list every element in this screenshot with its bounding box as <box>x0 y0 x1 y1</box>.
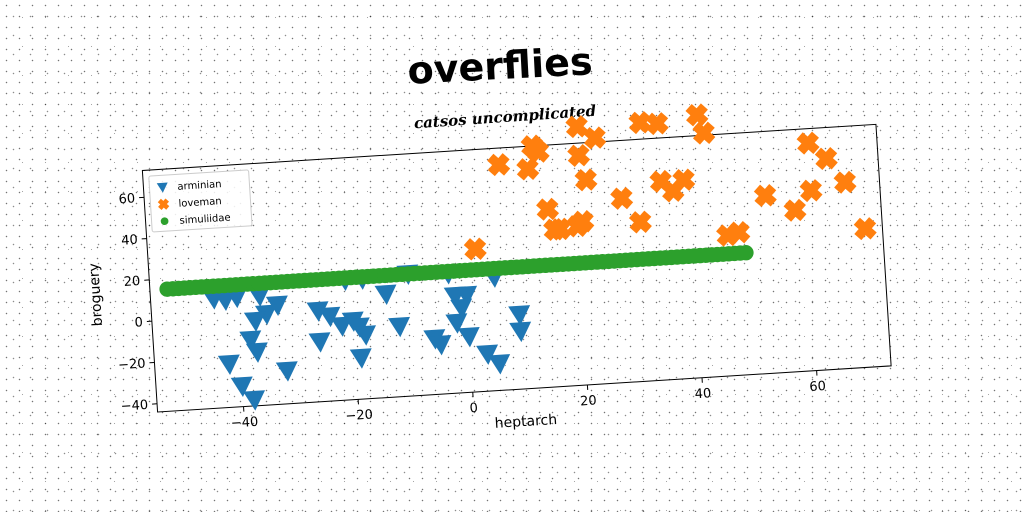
data-point-loveman <box>833 170 857 194</box>
data-point-loveman <box>628 210 652 234</box>
x-tick-label: 60 <box>809 379 826 395</box>
data-point-arminian <box>243 311 266 332</box>
y-tick-label: 0 <box>134 315 143 330</box>
data-point-loveman <box>567 143 591 167</box>
x-axis-label: heptarch <box>494 412 557 432</box>
series-loveman <box>463 103 877 261</box>
data-point-loveman <box>463 237 487 261</box>
data-point-arminian <box>457 326 480 348</box>
x-tick-label: −40 <box>230 415 258 432</box>
data-point-loveman <box>516 157 540 181</box>
data-marks <box>159 103 877 411</box>
data-point-loveman <box>692 121 716 145</box>
data-point-arminian <box>509 321 532 343</box>
legend-marker-loveman <box>157 198 170 210</box>
legend-item: arminian <box>156 179 222 193</box>
y-tick-label: −40 <box>120 398 148 415</box>
x-tick-label: 20 <box>580 393 597 409</box>
legend-marker-arminian <box>156 182 168 193</box>
data-point-loveman <box>814 147 838 171</box>
data-point-loveman <box>574 168 598 192</box>
data-point-arminian <box>243 390 266 411</box>
legend-item: simuliidae <box>160 213 231 227</box>
legend-marker-simuliidae <box>160 217 169 226</box>
legend-label: arminian <box>177 179 222 193</box>
data-point-loveman <box>783 198 807 222</box>
legend-item: loveman <box>157 196 222 210</box>
data-point-loveman <box>583 126 607 150</box>
data-point-loveman <box>796 131 820 155</box>
y-tick-label: 40 <box>121 233 138 249</box>
x-axis: −40 −20 0 20 40 60 <box>230 370 826 432</box>
data-point-loveman <box>799 179 823 203</box>
y-axis-label: broguery <box>86 263 106 327</box>
data-point-arminian <box>354 325 377 346</box>
data-point-arminian <box>388 316 411 338</box>
data-point-arminian <box>245 342 268 363</box>
data-point-loveman <box>536 197 560 221</box>
data-point-arminian <box>349 348 372 369</box>
legend: arminian loveman simuliidae <box>148 169 253 233</box>
data-point-arminian <box>217 354 240 375</box>
data-point-loveman <box>526 140 550 164</box>
plot-frame <box>141 123 892 413</box>
x-tick-label: 40 <box>694 386 711 402</box>
data-point-arminian <box>476 344 499 365</box>
data-point-arminian <box>308 332 331 353</box>
data-point-arminian <box>508 305 531 326</box>
data-point-loveman <box>548 217 572 241</box>
series-simuliidae <box>159 245 754 297</box>
data-point-arminian <box>239 330 262 351</box>
data-point-arminian <box>374 284 397 305</box>
y-tick-label: 20 <box>123 274 140 290</box>
data-point-arminian <box>450 298 473 319</box>
legend-box <box>148 169 253 233</box>
data-point-loveman <box>672 168 696 192</box>
data-point-arminian <box>275 361 298 382</box>
data-point-loveman <box>628 111 652 135</box>
data-point-arminian <box>230 376 253 397</box>
y-axis: −40 −20 0 20 40 60 <box>118 191 158 415</box>
legend-label: simuliidae <box>179 213 231 227</box>
data-point-loveman <box>853 217 877 241</box>
data-point-loveman <box>727 220 751 244</box>
data-point-loveman <box>645 112 669 136</box>
legend-label: loveman <box>178 196 222 210</box>
data-point-arminian <box>265 295 288 316</box>
x-tick-label: −20 <box>345 408 373 425</box>
x-tick-label: 0 <box>469 401 478 416</box>
data-point-arminian <box>445 313 468 334</box>
data-point-arminian <box>488 354 511 375</box>
data-point-arminian <box>455 285 478 307</box>
data-point-arminian <box>318 306 341 328</box>
data-point-loveman <box>610 186 634 210</box>
data-point-loveman <box>753 184 777 208</box>
data-point-arminian <box>254 304 277 325</box>
data-point-loveman <box>685 103 709 127</box>
data-point-arminian <box>429 334 452 356</box>
data-point-simuliidae <box>738 245 754 261</box>
plot-area: −40 −20 0 20 40 60 −40 −20 0 20 40 60 heptarch bro… <box>86 103 892 432</box>
y-tick-label: −20 <box>118 357 146 374</box>
data-point-arminian <box>330 316 353 337</box>
data-point-loveman <box>565 115 589 139</box>
y-tick-label: 60 <box>118 191 135 207</box>
data-point-loveman <box>487 153 511 177</box>
data-point-arminian <box>306 301 329 322</box>
data-point-loveman <box>571 210 595 234</box>
